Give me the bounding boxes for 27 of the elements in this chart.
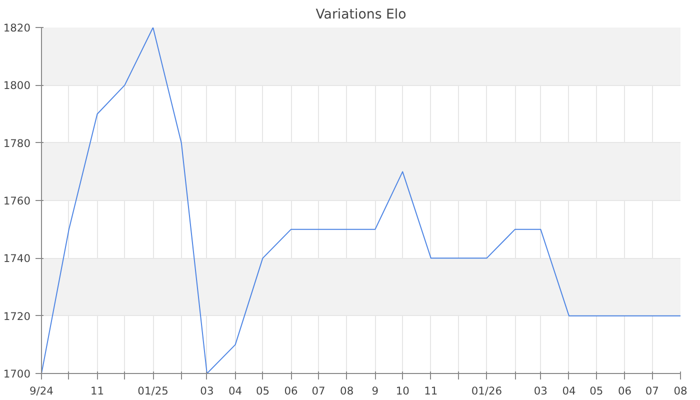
x-tick-label: 08: [340, 384, 354, 398]
x-tick-label: 11: [90, 384, 104, 398]
y-tick-label: 1740: [3, 252, 31, 266]
y-tick-label: 1780: [3, 136, 31, 150]
x-tick-label: 03: [534, 384, 548, 398]
x-tick-label: 9/24: [30, 384, 54, 398]
x-tick-label: 03: [200, 384, 214, 398]
x-tick-label: 06: [618, 384, 632, 398]
y-tick-label: 1760: [3, 194, 31, 208]
x-tick-label: 05: [256, 384, 270, 398]
x-tick-label: 01/26: [471, 384, 502, 398]
chart-title: Variations Elo: [316, 8, 406, 22]
x-tick-label: 01/25: [138, 384, 168, 398]
y-tick-label: 1720: [3, 310, 31, 323]
y-tick-label: 1800: [3, 79, 31, 92]
y-tick-label: 1820: [3, 22, 31, 34]
x-tick-label: 05: [590, 384, 604, 398]
x-tick-label: 11: [424, 384, 438, 398]
x-tick-label: 9: [372, 384, 379, 398]
x-tick-label: 04: [228, 384, 242, 398]
x-tick-label: 10: [396, 384, 410, 398]
y-tick-label: 1700: [3, 368, 31, 380]
x-tick-label: 07: [312, 384, 326, 398]
x-tick-label: 04: [562, 384, 576, 398]
x-tick-label: 06: [284, 384, 298, 398]
x-tick-label: 08: [674, 384, 688, 398]
x-tick-label: 07: [645, 384, 659, 398]
